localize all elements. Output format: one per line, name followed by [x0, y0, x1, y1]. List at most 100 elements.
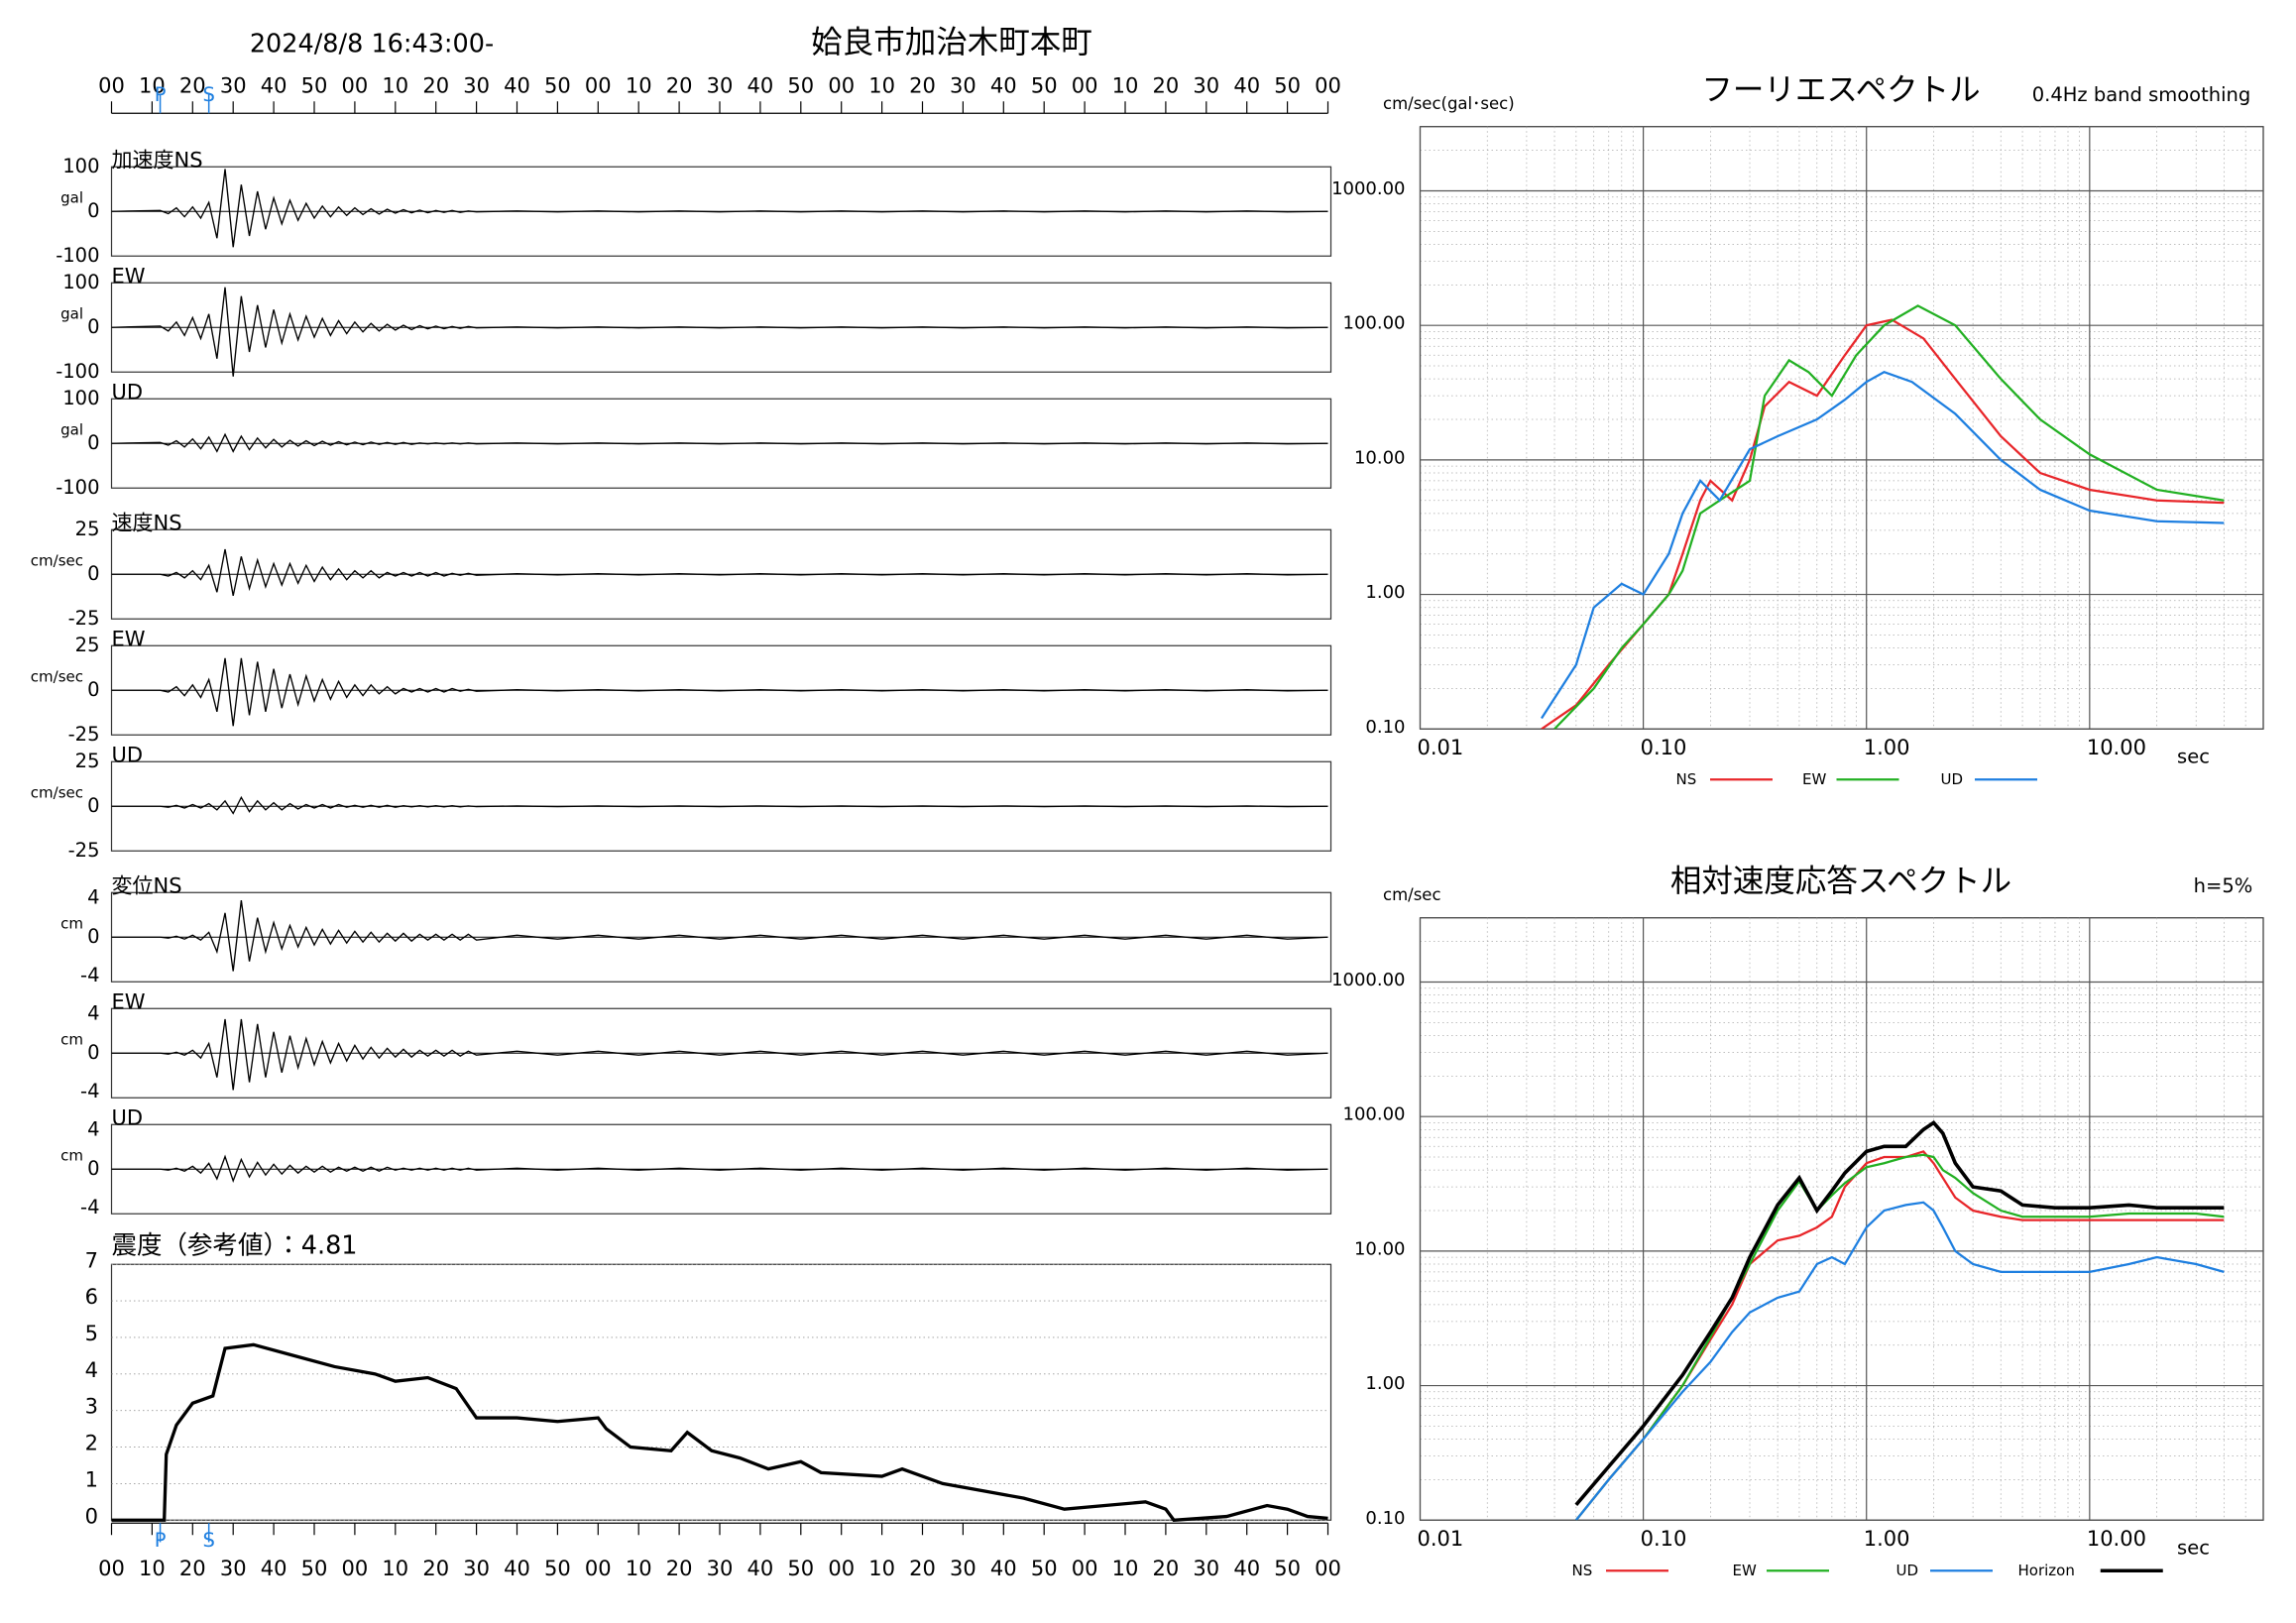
trace-label: 加速度NS: [112, 148, 203, 172]
spectrum-line: [1574, 1201, 2225, 1521]
y-tick-label: 0: [87, 199, 99, 222]
x-tick-label: 50: [1031, 1557, 1058, 1580]
legend-label: EW: [1733, 1562, 1757, 1579]
y-tick-label: 1000.00: [1331, 970, 1405, 990]
record-time: 2024/8/8 16:43:00-: [250, 29, 494, 58]
y-tick-label: 0: [87, 1041, 99, 1064]
x-tick-label: 40: [1233, 1557, 1260, 1580]
spectrum-line: [1574, 1150, 2225, 1521]
x-tick-label: 40: [747, 1557, 774, 1580]
x-tick-label: 30: [950, 1557, 976, 1580]
intensity-frame: [110, 1263, 1332, 1521]
y-tick-label: -100: [56, 244, 99, 267]
x-tick-label: 30: [1193, 1557, 1219, 1580]
legend-label: EW: [1802, 770, 1826, 788]
y-tick-label: 0.10: [1365, 717, 1405, 738]
y-tick-label: 4: [85, 1358, 98, 1382]
x-tick-label: 20: [666, 1557, 693, 1580]
x-tick-label: 10.00: [2087, 1527, 2146, 1551]
x-tick-label: 40: [747, 73, 774, 97]
waveform: [111, 432, 1328, 453]
x-tick-label: 50: [1274, 1557, 1301, 1580]
x-tick-label: 00: [98, 1557, 125, 1580]
x-tick-label: 40: [1233, 73, 1260, 97]
x-tick-label: 10: [1112, 73, 1139, 97]
legend-label: UD: [1896, 1562, 1919, 1579]
x-axis-label: sec: [2177, 1536, 2210, 1559]
x-tick-label: 40: [261, 73, 287, 97]
x-tick-label: 00: [1072, 73, 1098, 97]
x-tick-label: 50: [544, 73, 571, 97]
y-tick-label: 0: [87, 562, 99, 585]
waveform: [111, 287, 1328, 377]
x-tick-label: 10.00: [2087, 736, 2146, 759]
trace-unit: cm/sec: [31, 667, 83, 685]
y-tick-label: 100.00: [1343, 313, 1406, 334]
waveform: [111, 169, 1328, 248]
y-axis-label: cm/sec(gal･sec): [1383, 94, 1515, 113]
x-tick-label: 50: [301, 1557, 328, 1580]
x-tick-label: 40: [504, 1557, 530, 1580]
waveform: [111, 548, 1328, 596]
trace-label: UD: [112, 380, 144, 404]
x-tick-label: 00: [828, 1557, 855, 1580]
y-tick-label: -25: [68, 839, 100, 862]
waveform: [111, 1154, 1328, 1183]
y-tick-label: 0.10: [1365, 1508, 1405, 1529]
x-tick-label: 00: [342, 1557, 369, 1580]
x-tick-label: 10: [1112, 1557, 1139, 1580]
y-tick-label: 2: [85, 1432, 98, 1455]
trace-unit: cm/sec: [31, 783, 83, 801]
y-tick-label: 4: [87, 1118, 99, 1141]
x-tick-label: 10: [868, 73, 895, 97]
y-tick-label: 10.00: [1354, 447, 1406, 468]
x-tick-label: 40: [990, 73, 1017, 97]
y-tick-label: 100: [62, 387, 99, 409]
y-tick-label: 25: [75, 750, 100, 772]
x-tick-label: 30: [463, 1557, 490, 1580]
plot-frame: [1419, 126, 2264, 730]
waveform: [111, 899, 1328, 972]
trace-label: EW: [112, 989, 146, 1013]
x-tick-label: 20: [422, 1557, 449, 1580]
x-tick-label: 50: [1031, 73, 1058, 97]
spectrum-line: [1541, 371, 2225, 720]
phase-label: P: [155, 83, 167, 106]
intensity-title: 震度（参考値）：4.81: [112, 1230, 358, 1260]
y-tick-label: 0: [87, 925, 99, 948]
x-tick-label: 20: [179, 1557, 206, 1580]
y-tick-label: 7: [85, 1248, 98, 1272]
x-tick-label: 00: [585, 1557, 612, 1580]
spectrum-line: [1574, 1120, 2225, 1506]
legend-label: UD: [1941, 770, 1964, 788]
x-tick-label: 40: [504, 73, 530, 97]
legend-label: NS: [1676, 770, 1697, 788]
trace-unit: gal: [60, 304, 83, 322]
x-tick-label: 20: [1153, 73, 1180, 97]
x-tick-label: 10: [139, 73, 166, 97]
legend-label: Horizon: [2018, 1562, 2075, 1579]
trace-unit: gal: [60, 188, 83, 206]
station-title: 姶良市加治木町本町: [811, 25, 1092, 60]
trace-label: 速度NS: [112, 511, 182, 534]
x-tick-label: 50: [544, 1557, 571, 1580]
legend-label: NS: [1572, 1562, 1593, 1579]
spectrum-line: [1553, 304, 2225, 730]
trace-unit: cm/sec: [31, 551, 83, 569]
y-tick-label: -4: [80, 1080, 99, 1102]
x-tick-label: 40: [261, 1557, 287, 1580]
x-tick-label: 00: [828, 73, 855, 97]
phase-label: S: [202, 1529, 214, 1552]
y-tick-label: 25: [75, 518, 100, 540]
x-tick-label: 30: [707, 1557, 734, 1580]
x-tick-label: 00: [1072, 1557, 1098, 1580]
chart-subtitle: 0.4Hz band smoothing: [2032, 83, 2251, 106]
spectrum-line: [1574, 1153, 2225, 1521]
y-tick-label: 0: [85, 1504, 98, 1528]
x-tick-label: 10: [868, 1557, 895, 1580]
x-tick-label: 30: [463, 73, 490, 97]
x-tick-label: 0.01: [1418, 736, 1464, 759]
x-tick-label: 30: [707, 73, 734, 97]
